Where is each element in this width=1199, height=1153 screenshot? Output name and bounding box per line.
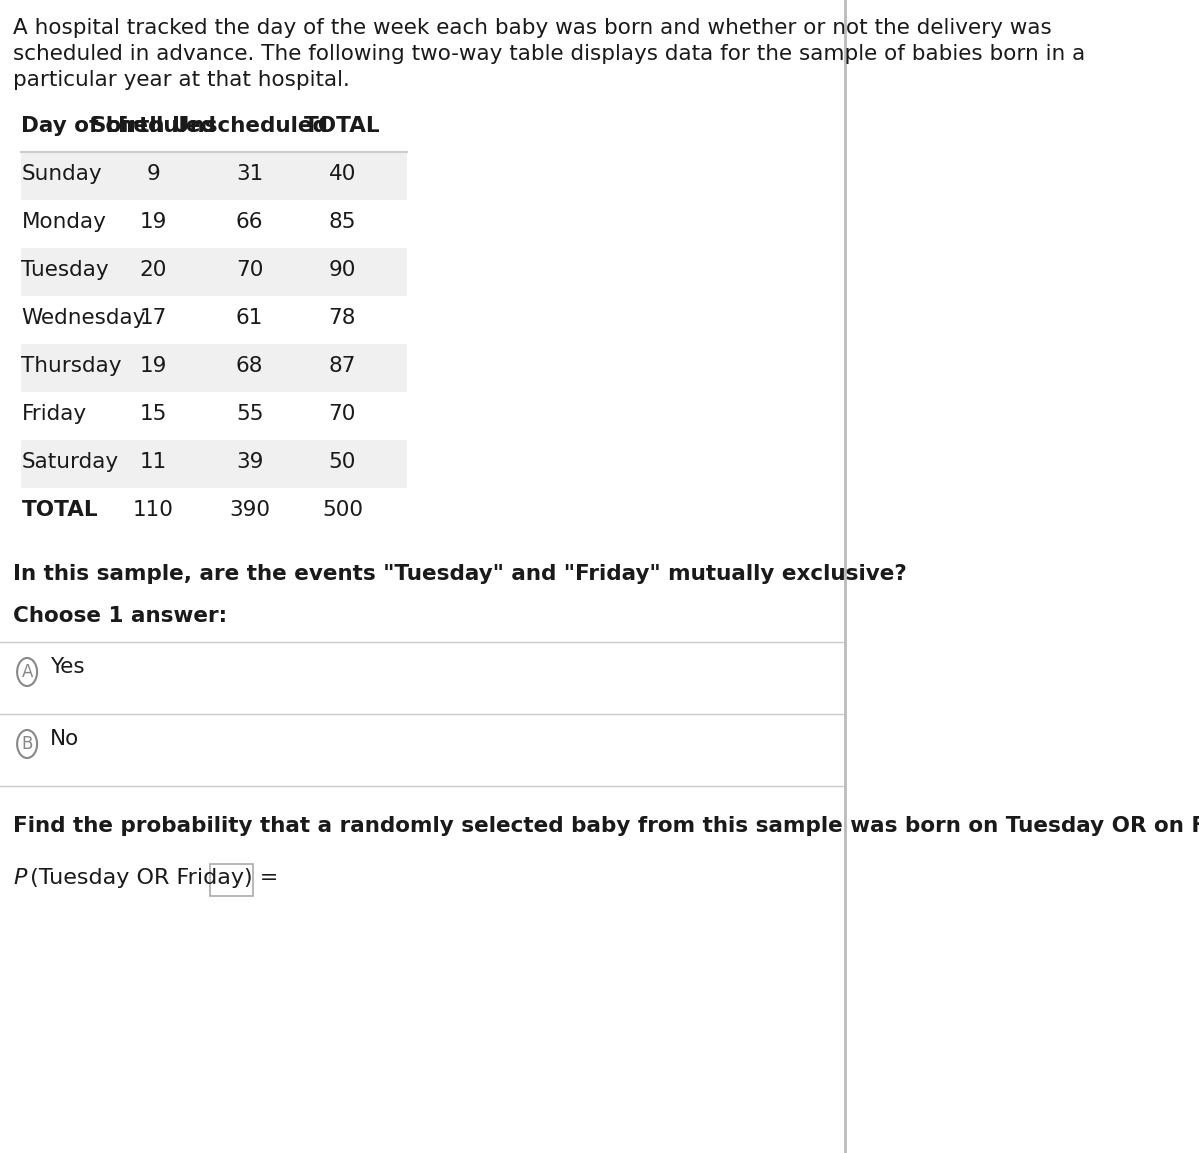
Text: Unscheduled: Unscheduled: [171, 116, 327, 136]
FancyBboxPatch shape: [22, 199, 406, 248]
Text: Thursday: Thursday: [22, 356, 122, 376]
Text: TOTAL: TOTAL: [22, 500, 98, 520]
Text: 17: 17: [139, 308, 167, 327]
Text: 11: 11: [140, 452, 167, 472]
FancyBboxPatch shape: [22, 152, 406, 199]
Text: 66: 66: [236, 212, 264, 232]
Text: 20: 20: [139, 259, 167, 280]
Text: Find the probability that a randomly selected baby from this sample was born on : Find the probability that a randomly sel…: [13, 816, 1199, 836]
Text: 87: 87: [329, 356, 356, 376]
Text: particular year at that hospital.: particular year at that hospital.: [13, 70, 350, 90]
Text: Yes: Yes: [50, 657, 85, 677]
FancyBboxPatch shape: [22, 344, 406, 392]
FancyBboxPatch shape: [22, 392, 406, 440]
Text: 78: 78: [329, 308, 356, 327]
Text: Day of birth: Day of birth: [22, 116, 165, 136]
Text: 31: 31: [236, 164, 264, 184]
Text: Choose 1 answer:: Choose 1 answer:: [13, 606, 227, 626]
Text: $P$: $P$: [13, 868, 29, 888]
Text: No: No: [50, 729, 79, 749]
Text: 70: 70: [236, 259, 264, 280]
Text: Wednesday: Wednesday: [22, 308, 146, 327]
Text: 40: 40: [329, 164, 356, 184]
FancyBboxPatch shape: [22, 248, 406, 296]
FancyBboxPatch shape: [22, 296, 406, 344]
Text: 85: 85: [329, 212, 356, 232]
Text: B: B: [22, 734, 32, 753]
Text: (Tuesday OR Friday) =: (Tuesday OR Friday) =: [23, 868, 285, 888]
Text: scheduled in advance. The following two-way table displays data for the sample o: scheduled in advance. The following two-…: [13, 44, 1085, 65]
Text: 61: 61: [236, 308, 264, 327]
Text: Scheduled: Scheduled: [90, 116, 216, 136]
Text: 500: 500: [321, 500, 363, 520]
Text: 68: 68: [236, 356, 264, 376]
FancyBboxPatch shape: [22, 440, 406, 488]
Text: 390: 390: [229, 500, 270, 520]
Text: 90: 90: [329, 259, 356, 280]
Text: 39: 39: [236, 452, 264, 472]
Text: 19: 19: [139, 356, 167, 376]
Text: Tuesday: Tuesday: [22, 259, 109, 280]
Text: Saturday: Saturday: [22, 452, 119, 472]
Text: 70: 70: [329, 404, 356, 424]
Text: 9: 9: [146, 164, 161, 184]
Text: 15: 15: [139, 404, 167, 424]
Text: 110: 110: [133, 500, 174, 520]
FancyBboxPatch shape: [210, 864, 253, 896]
Text: Monday: Monday: [22, 212, 107, 232]
Text: Sunday: Sunday: [22, 164, 102, 184]
Text: 50: 50: [329, 452, 356, 472]
Text: A: A: [22, 663, 32, 681]
Text: 55: 55: [236, 404, 264, 424]
Text: 19: 19: [139, 212, 167, 232]
Text: A hospital tracked the day of the week each baby was born and whether or not the: A hospital tracked the day of the week e…: [13, 18, 1052, 38]
Text: Friday: Friday: [22, 404, 86, 424]
Text: In this sample, are the events "Tuesday" and "Friday" mutually exclusive?: In this sample, are the events "Tuesday"…: [13, 564, 906, 585]
Text: TOTAL: TOTAL: [305, 116, 380, 136]
